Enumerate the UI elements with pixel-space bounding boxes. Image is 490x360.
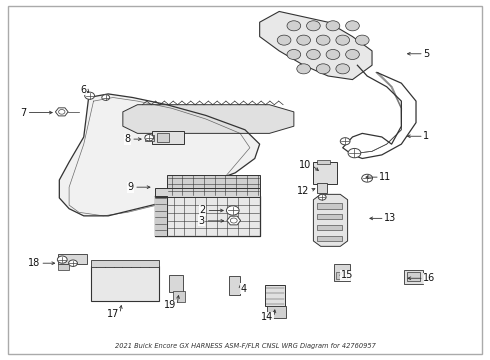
Bar	[318, 225, 342, 230]
Circle shape	[297, 35, 311, 45]
Bar	[404, 270, 423, 284]
Bar	[169, 275, 183, 292]
Circle shape	[326, 21, 340, 31]
Circle shape	[297, 64, 311, 74]
Circle shape	[226, 206, 239, 215]
Bar	[267, 306, 286, 318]
Circle shape	[362, 174, 372, 182]
Bar	[172, 291, 185, 302]
Polygon shape	[123, 105, 294, 134]
Polygon shape	[59, 94, 260, 216]
Bar	[265, 285, 285, 306]
Circle shape	[355, 35, 369, 45]
Circle shape	[336, 64, 349, 74]
Circle shape	[317, 35, 330, 45]
Bar	[318, 214, 342, 220]
Polygon shape	[260, 12, 372, 80]
Circle shape	[345, 49, 359, 59]
Text: 15: 15	[341, 270, 353, 280]
Bar	[155, 188, 260, 197]
Bar	[318, 235, 342, 241]
Text: 17: 17	[107, 309, 120, 319]
Circle shape	[317, 64, 330, 74]
Circle shape	[230, 218, 237, 223]
Circle shape	[85, 92, 95, 99]
Circle shape	[318, 194, 326, 200]
Text: 7: 7	[20, 108, 26, 118]
Polygon shape	[155, 196, 260, 235]
Circle shape	[145, 134, 154, 141]
Bar	[334, 264, 349, 281]
Circle shape	[102, 95, 110, 100]
Text: 13: 13	[384, 213, 396, 223]
Text: 3: 3	[199, 216, 205, 226]
Circle shape	[287, 49, 301, 59]
Text: 6: 6	[80, 85, 86, 95]
Bar	[58, 264, 69, 270]
Circle shape	[69, 260, 77, 266]
Bar	[58, 253, 87, 264]
Bar	[229, 276, 240, 296]
Text: 9: 9	[127, 182, 134, 192]
Polygon shape	[314, 194, 347, 246]
Circle shape	[340, 138, 350, 145]
Circle shape	[336, 35, 349, 45]
Text: 8: 8	[124, 134, 131, 144]
Polygon shape	[227, 216, 241, 225]
Text: 5: 5	[423, 49, 430, 59]
Text: 14: 14	[261, 312, 273, 322]
Bar	[336, 272, 346, 279]
Text: 16: 16	[423, 273, 436, 283]
Text: 11: 11	[379, 172, 392, 182]
Circle shape	[307, 49, 320, 59]
Polygon shape	[155, 196, 167, 235]
Text: 18: 18	[27, 258, 40, 268]
Text: 2: 2	[199, 206, 206, 216]
Bar	[152, 131, 184, 144]
Circle shape	[59, 109, 65, 114]
Circle shape	[348, 148, 361, 158]
Bar	[318, 159, 330, 164]
Text: 12: 12	[297, 186, 310, 196]
Bar	[167, 175, 260, 196]
Bar	[318, 203, 342, 209]
Bar	[157, 133, 169, 141]
Circle shape	[287, 21, 301, 31]
Bar	[145, 135, 154, 140]
Bar	[91, 266, 159, 301]
Bar	[91, 260, 159, 267]
Bar	[407, 272, 420, 282]
Bar	[318, 183, 327, 193]
Text: 2021 Buick Encore GX HARNESS ASM-F/FLR CNSL WRG Diagram for 42760957: 2021 Buick Encore GX HARNESS ASM-F/FLR C…	[115, 343, 375, 349]
Circle shape	[326, 49, 340, 59]
Circle shape	[277, 35, 291, 45]
Text: 19: 19	[164, 300, 176, 310]
Polygon shape	[55, 108, 68, 116]
Circle shape	[345, 21, 359, 31]
Bar	[314, 162, 337, 184]
Text: 1: 1	[423, 131, 429, 141]
Circle shape	[57, 256, 67, 263]
Circle shape	[307, 21, 320, 31]
Text: 10: 10	[299, 160, 311, 170]
Text: 4: 4	[240, 284, 246, 294]
